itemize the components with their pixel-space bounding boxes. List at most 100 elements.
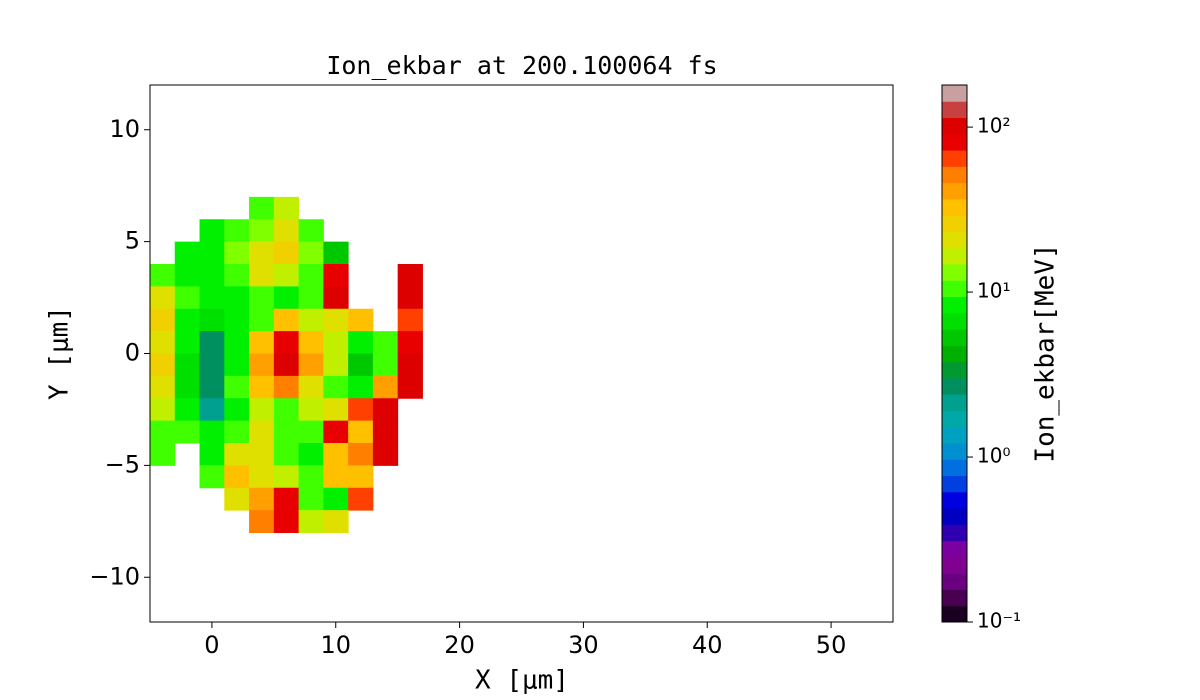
heat-cell	[199, 465, 225, 489]
heat-cell	[323, 308, 349, 332]
heat-cell	[372, 443, 399, 466]
heat-cell	[323, 353, 349, 377]
colorbar-level	[942, 475, 967, 493]
heat-cell	[273, 219, 300, 243]
colorbar-level	[942, 280, 967, 298]
heat-cell	[249, 331, 275, 354]
colorbar-level	[942, 133, 967, 151]
y-tick-label: −10	[89, 562, 140, 590]
colorbar-level	[942, 345, 967, 363]
colorbar-level	[942, 573, 967, 590]
heat-cell	[249, 196, 275, 220]
colorbar-level	[942, 589, 967, 607]
x-tick-label: 50	[816, 631, 847, 659]
heat-cell	[397, 375, 423, 399]
colorbar-level	[942, 605, 967, 623]
heat-cell	[298, 308, 324, 332]
heat-cell	[298, 286, 324, 310]
colorbar-level	[942, 540, 967, 558]
y-tick-label: 5	[125, 227, 140, 255]
heat-cell	[224, 286, 250, 310]
heat-cell	[199, 331, 225, 354]
heat-cell	[224, 375, 250, 399]
heat-cell	[298, 510, 324, 533]
heat-cell	[298, 420, 324, 444]
colorbar-level	[942, 329, 967, 346]
heat-cell	[249, 219, 275, 243]
heat-cell	[323, 286, 349, 310]
heat-cell	[273, 264, 300, 287]
colorbar-level	[942, 508, 967, 525]
x-tick-label: 20	[444, 631, 475, 659]
heat-cell	[150, 286, 176, 310]
heat-cell	[224, 219, 250, 243]
heat-cell	[323, 331, 349, 354]
heat-cell	[199, 308, 225, 332]
heat-cell	[150, 353, 176, 377]
heat-cell	[224, 465, 250, 489]
heat-cell	[323, 443, 349, 466]
heat-cell	[174, 420, 201, 444]
heat-cell	[249, 375, 275, 399]
heat-cell	[323, 465, 349, 489]
heat-cell	[298, 219, 324, 243]
heat-cell	[273, 308, 300, 332]
heat-cell	[224, 353, 250, 377]
heat-cell	[199, 241, 225, 265]
heat-cell	[199, 286, 225, 310]
colorbar-level	[942, 312, 967, 330]
colorbar-level	[942, 443, 967, 460]
colorbar-level	[942, 231, 967, 249]
heat-cell	[372, 420, 399, 444]
colorbar-level	[942, 377, 967, 395]
heat-cell	[273, 487, 300, 511]
heat-cell	[150, 420, 176, 444]
heat-cell	[372, 331, 399, 354]
heat-cell	[323, 375, 349, 399]
heat-cell	[150, 443, 176, 466]
heat-cell	[273, 420, 300, 444]
heat-cell	[397, 264, 423, 287]
heat-cell	[174, 375, 201, 399]
heat-cell	[224, 420, 250, 444]
heat-cell	[249, 286, 275, 310]
heat-cell	[348, 331, 374, 354]
colorbar-level	[942, 361, 967, 379]
heat-cell	[273, 241, 300, 265]
heat-cell	[372, 375, 399, 399]
heat-cell	[348, 375, 374, 399]
heat-cell	[273, 375, 300, 399]
colorbar-frame	[941, 84, 968, 623]
heat-cell	[273, 196, 300, 220]
heat-cell	[174, 264, 201, 287]
heat-cell	[348, 487, 374, 511]
colorbar-level	[942, 459, 967, 477]
heat-cell	[298, 398, 324, 422]
heat-cell	[348, 353, 374, 377]
colorbar-level	[942, 215, 967, 232]
colorbar-level	[942, 85, 967, 102]
heat-cell	[273, 398, 300, 422]
colorbar-level	[942, 410, 967, 428]
colorbar-level	[942, 426, 967, 444]
x-tick-label: 40	[692, 631, 723, 659]
colorbar-level	[942, 117, 967, 135]
heat-cell	[249, 398, 275, 422]
colorbar-level	[942, 198, 967, 216]
heat-cell	[273, 443, 300, 466]
heat-cell	[298, 241, 324, 265]
heat-cell	[224, 241, 250, 265]
y-axis-label: Y [μm]	[45, 306, 75, 400]
x-tick-label: 30	[568, 631, 599, 659]
heat-cell	[224, 487, 250, 511]
heat-cell	[150, 264, 176, 287]
heat-cell	[224, 443, 250, 466]
y-tick-label: 0	[125, 339, 140, 367]
heat-cell	[348, 443, 374, 466]
heat-cell	[199, 443, 225, 466]
heat-cell	[323, 264, 349, 287]
heat-cell	[249, 241, 275, 265]
chart-title: Ion_ekbar at 200.100064 fs	[326, 51, 717, 80]
heat-cell	[174, 398, 201, 422]
